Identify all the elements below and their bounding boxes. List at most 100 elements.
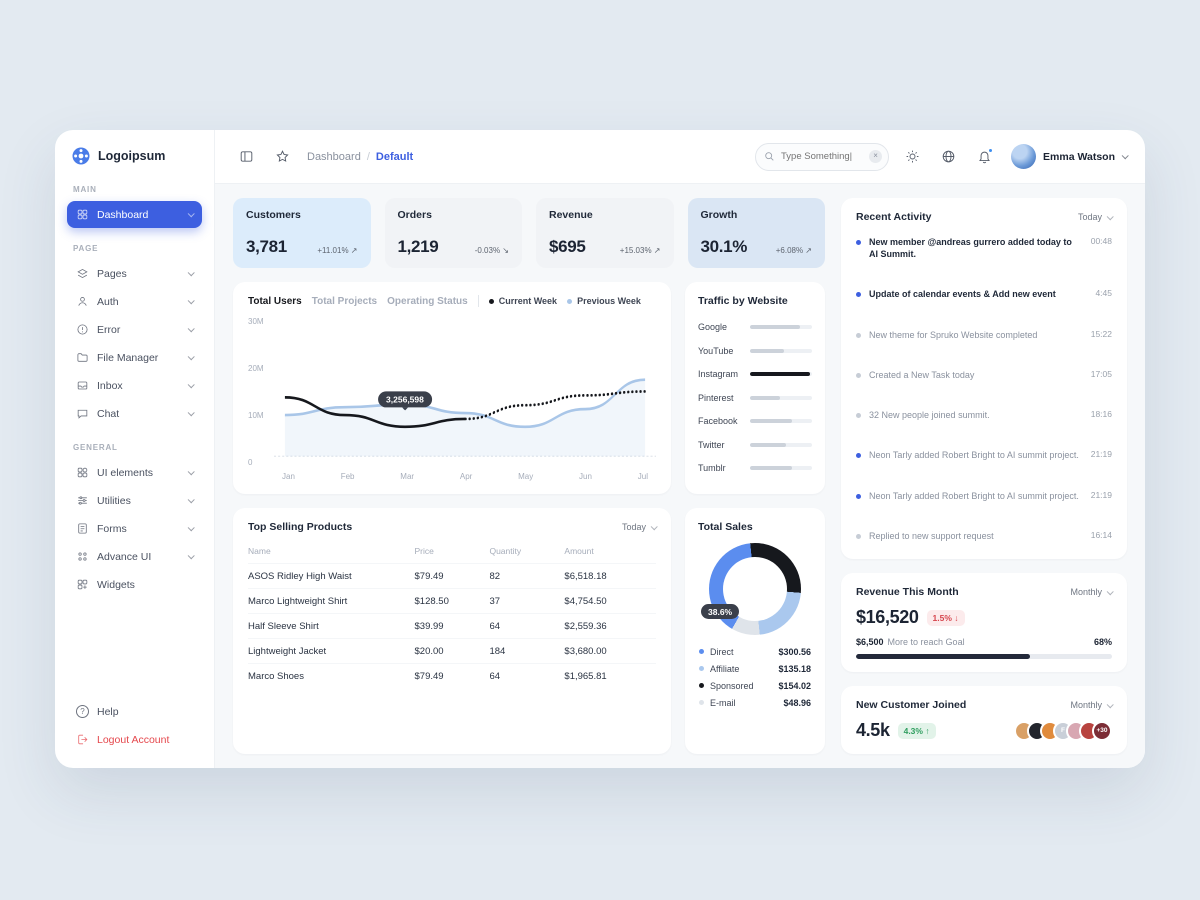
user-menu[interactable]: Emma Watson bbox=[1011, 144, 1129, 169]
sidebar-item-label: Forms bbox=[97, 522, 127, 535]
table-row[interactable]: ASOS Ridley High Waist $79.49 82 $6,518.18 bbox=[248, 563, 656, 588]
activity-item[interactable]: Created a New Task today 17:05 bbox=[856, 365, 1112, 385]
clear-search-icon[interactable]: × bbox=[869, 149, 883, 163]
legend-dot bbox=[699, 683, 704, 688]
activity-item[interactable]: New member @andreas gurrero added today … bbox=[856, 232, 1112, 264]
stat-value: 3,781 bbox=[246, 237, 287, 256]
traffic-row-twitter[interactable]: Twitter bbox=[698, 434, 812, 456]
sidebar-item-pages[interactable]: Pages bbox=[67, 260, 202, 287]
section-label-page: PAGE bbox=[73, 244, 99, 253]
avatar-more[interactable]: +30 bbox=[1092, 720, 1112, 741]
notification-dot bbox=[988, 147, 994, 153]
sidebar-toggle-icon[interactable] bbox=[233, 144, 259, 170]
sidebar-item-utilities[interactable]: Utilities bbox=[67, 487, 202, 514]
activity-range-dropdown[interactable]: Today bbox=[1078, 212, 1114, 222]
sidebar-item-advance-ui[interactable]: Advance UI bbox=[67, 543, 202, 570]
activity-item[interactable]: 32 New people joined summit. 18:16 bbox=[856, 405, 1112, 425]
sidebar-item-label: Pages bbox=[97, 267, 127, 280]
logo-icon bbox=[72, 147, 90, 165]
activity-item[interactable]: Replied to new support request 16:14 bbox=[856, 526, 1112, 546]
traffic-row-pinterest[interactable]: Pinterest bbox=[698, 387, 812, 409]
stat-label: Orders bbox=[397, 209, 432, 221]
sidebar-item-label: File Manager bbox=[97, 351, 159, 364]
sidebar-item-help[interactable]: ? Help bbox=[67, 698, 202, 725]
traffic-row-youtube[interactable]: YouTube bbox=[698, 340, 812, 362]
stat-delta: +6.08% ↗ bbox=[775, 246, 812, 255]
traffic-bar bbox=[750, 419, 793, 423]
sidebar-item-file-manager[interactable]: File Manager bbox=[67, 344, 202, 371]
revenue-range-dropdown[interactable]: Monthly bbox=[1070, 587, 1114, 597]
sidebar-item-error[interactable]: Error bbox=[67, 316, 202, 343]
sales-legend: Direct $300.56 Affiliate $135.18 Sponsored… bbox=[698, 643, 812, 711]
sidebar-item-logout[interactable]: Logout Account bbox=[67, 726, 202, 753]
chart-plot-area[interactable]: 3,256,598 Jan Feb Mar Apr May Jun Jul bbox=[274, 317, 656, 481]
chart-y-axis: 30M 20M 10M 0 bbox=[248, 317, 264, 467]
activity-list: New member @andreas gurrero added today … bbox=[856, 232, 1112, 546]
table-header: Name Price Quantity Amount bbox=[248, 546, 594, 556]
traffic-row-tumblr[interactable]: Tumblr bbox=[698, 457, 812, 479]
stat-card-revenue[interactable]: Revenue $695 +15.03% ↗ bbox=[536, 198, 674, 268]
customers-range-dropdown[interactable]: Monthly bbox=[1070, 700, 1114, 710]
section-label-general: GENERAL bbox=[73, 443, 118, 452]
card-title: Recent Activity bbox=[856, 211, 932, 223]
legend-item-sponsored[interactable]: Sponsored $154.02 bbox=[698, 677, 812, 694]
traffic-bar bbox=[750, 442, 786, 447]
stat-card-customers[interactable]: Customers 3,781 +11.01% ↗ bbox=[233, 198, 371, 268]
stat-delta: +11.01% ↗ bbox=[317, 246, 358, 255]
favorite-star-icon[interactable] bbox=[269, 144, 295, 170]
table-row[interactable]: Marco Shoes $79.49 64 $1,965.81 bbox=[248, 663, 656, 688]
chevron-down-icon bbox=[187, 325, 195, 333]
traffic-row-google[interactable]: Google bbox=[698, 316, 812, 338]
legend-item-direct[interactable]: Direct $300.56 bbox=[698, 643, 812, 660]
chevron-down-icon bbox=[187, 269, 195, 277]
legend-current-week: Current Week bbox=[488, 296, 557, 306]
traffic-bar bbox=[750, 466, 793, 470]
activity-item[interactable]: New theme for Spruko Website completed 15… bbox=[856, 325, 1112, 345]
logo[interactable]: Logoipsum bbox=[67, 146, 202, 170]
sidebar-item-forms[interactable]: Forms bbox=[67, 515, 202, 542]
stat-card-orders[interactable]: Orders 1,219 -0.03% ↘ bbox=[384, 198, 522, 268]
traffic-row-facebook[interactable]: Facebook bbox=[698, 410, 812, 432]
tab-total-projects[interactable]: Total Projects bbox=[311, 295, 378, 307]
sidebar-item-inbox[interactable]: Inbox bbox=[67, 372, 202, 399]
table-row[interactable]: Half Sleeve Shirt $39.99 64 $2,559.36 bbox=[248, 613, 656, 638]
logo-text: Logoipsum bbox=[98, 149, 166, 163]
products-range-dropdown[interactable]: Today bbox=[622, 522, 658, 532]
stat-card-growth[interactable]: Growth 30.1% +6.08% ↗ bbox=[687, 198, 825, 268]
tab-total-users[interactable]: Total Users bbox=[248, 295, 302, 307]
table-row[interactable]: Marco Lightweight Shirt $128.50 37 $4,754.5… bbox=[248, 588, 656, 613]
revenue-delta-badge: 1.5% ↓ bbox=[926, 609, 965, 626]
goal-text: More to reach Goal bbox=[887, 637, 965, 647]
chevron-down-icon bbox=[187, 353, 195, 361]
table-row[interactable]: Lightweight Jacket $20.00 184 $3,680.00 bbox=[248, 638, 656, 663]
legend-previous-week: Previous Week bbox=[567, 296, 641, 306]
sidebar-item-chat[interactable]: Chat bbox=[67, 400, 202, 427]
activity-dot bbox=[856, 413, 861, 419]
tab-operating-status[interactable]: Operating Status bbox=[387, 295, 468, 307]
notifications-bell-icon[interactable] bbox=[971, 144, 997, 170]
legend-item-email[interactable]: E-mail $48.96 bbox=[698, 694, 812, 711]
activity-item[interactable]: Neon Tarly added Robert Bright to AI sum… bbox=[856, 445, 1112, 465]
language-globe-icon[interactable] bbox=[935, 144, 961, 170]
top-selling-products-card: Top Selling Products Today Name Price Quan… bbox=[233, 508, 671, 754]
stat-delta: +15.03% ↗ bbox=[619, 246, 661, 255]
traffic-bar bbox=[750, 395, 780, 400]
traffic-row-instagram[interactable]: Instagram bbox=[698, 363, 812, 385]
sidebar-item-auth[interactable]: Auth bbox=[67, 288, 202, 315]
stat-label: Growth bbox=[700, 209, 738, 221]
breadcrumb-parent[interactable]: Dashboard bbox=[307, 150, 361, 163]
breadcrumb-current[interactable]: Default bbox=[375, 150, 414, 163]
chevron-down-icon bbox=[1106, 587, 1114, 595]
activity-item[interactable]: Update of calendar events & Add new even… bbox=[856, 284, 1112, 304]
sidebar-item-label: Utilities bbox=[97, 494, 131, 507]
search-input[interactable] bbox=[755, 142, 890, 171]
legend-item-affiliate[interactable]: Affiliate $135.18 bbox=[698, 660, 812, 677]
sidebar-item-widgets[interactable]: Widgets bbox=[67, 571, 202, 598]
sidebar-item-dashboard[interactable]: Dashboard bbox=[67, 201, 202, 228]
dashboard-icon bbox=[77, 209, 88, 220]
activity-item[interactable]: Neon Tarly added Robert Bright to AI sum… bbox=[856, 486, 1112, 506]
sidebar-item-ui-elements[interactable]: UI elements bbox=[67, 459, 202, 486]
total-sales-donut-chart[interactable] bbox=[709, 543, 801, 635]
theme-sun-icon[interactable] bbox=[899, 144, 925, 170]
new-customer-joined-card: New Customer Joined Monthly 4.5k 4.3% ↑ … bbox=[841, 686, 1127, 754]
